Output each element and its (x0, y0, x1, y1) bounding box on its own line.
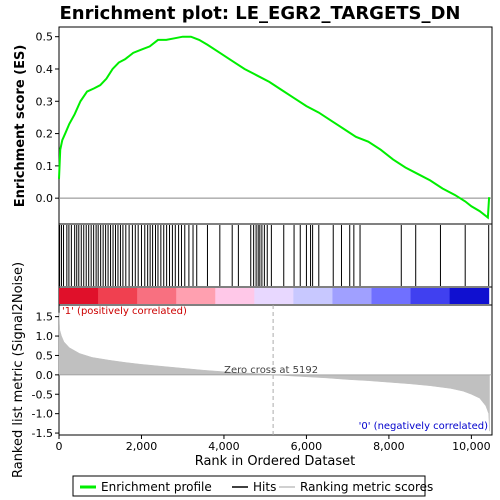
zero-cross-label: Zero cross at 5192 (224, 365, 318, 376)
x-tick-label: 2,000 (126, 440, 158, 453)
metric-y-tick-label: -1.0 (32, 408, 53, 421)
x-tick-label: 8,000 (373, 440, 405, 453)
metric-y-tick-label: -1.5 (32, 427, 53, 440)
metric-y-tick-label: 0.0 (36, 369, 54, 382)
metric-y-axis-label: Ranked list metric (Signal2Noise) (11, 262, 26, 478)
colorbar-segment (371, 288, 412, 304)
metric-y-tick-label: -0.5 (32, 388, 53, 401)
x-tick-label: 0 (56, 440, 63, 453)
colorbar-segment (254, 288, 294, 304)
positive-correlation-label: '1' (positively correlated) (62, 306, 187, 317)
x-axis: 0 2,000 4,000 6,000 8,000 10,000 (56, 435, 491, 453)
x-tick-label: 6,000 (291, 440, 323, 453)
es-y-tick-label: 0.3 (36, 95, 54, 108)
hits-panel (58, 223, 493, 288)
colorbar-segment (215, 288, 255, 304)
colorbar (59, 288, 490, 304)
colorbar-segment (176, 288, 216, 304)
colorbar-segment (293, 288, 333, 304)
es-y-axis-label: Enrichment score (ES) (13, 45, 28, 208)
enrichment-profile-line (58, 35, 491, 220)
colorbar-segment (332, 288, 373, 304)
legend-enrichment-label: Enrichment profile (101, 480, 212, 494)
es-y-tick-label: 0.4 (36, 63, 54, 76)
colorbar-segment (410, 288, 451, 304)
x-tick-label: 4,000 (208, 440, 240, 453)
colorbar-segment (137, 288, 177, 304)
colorbar-segment (59, 288, 99, 304)
es-y-tick-label: 0.5 (36, 31, 54, 44)
negative-correlation-label: '0' (negatively correlated) (359, 421, 488, 432)
metric-area-group (58, 305, 492, 435)
metric-y-tick-label: 1.5 (36, 311, 54, 324)
x-axis-label: Rank in Ordered Dataset (195, 454, 356, 469)
metric-y-tick-label: 1.0 (36, 330, 54, 343)
annotations: '1' (positively correlated) Zero cross at… (62, 306, 488, 432)
colorbar-segment (449, 288, 490, 304)
legend-metric-label: Ranking metric scores (300, 480, 433, 494)
chart-title: Enrichment plot: LE_EGR2_TARGETS_DN (60, 3, 461, 24)
hits-group (59, 225, 490, 286)
legend-hits-label: Hits (253, 480, 276, 494)
es-y-tick-label: 0.1 (36, 160, 54, 173)
es-y-tick-label: 0.0 (36, 192, 54, 205)
colorbar-segment (98, 288, 138, 304)
metric-y-axis: -1.5 -1.0 -0.5 0.0 0.5 1.0 1.5 (32, 311, 59, 440)
es-y-tick-label: 0.2 (36, 128, 54, 141)
legend-box (72, 475, 426, 497)
metric-y-tick-label: 0.5 (36, 349, 54, 362)
es-panel (58, 26, 493, 225)
es-y-axis: 0.0 0.1 0.2 0.3 0.4 0.5 (36, 31, 59, 205)
x-tick-label: 10,000 (452, 440, 491, 453)
enrichment-profile-group (58, 35, 491, 220)
